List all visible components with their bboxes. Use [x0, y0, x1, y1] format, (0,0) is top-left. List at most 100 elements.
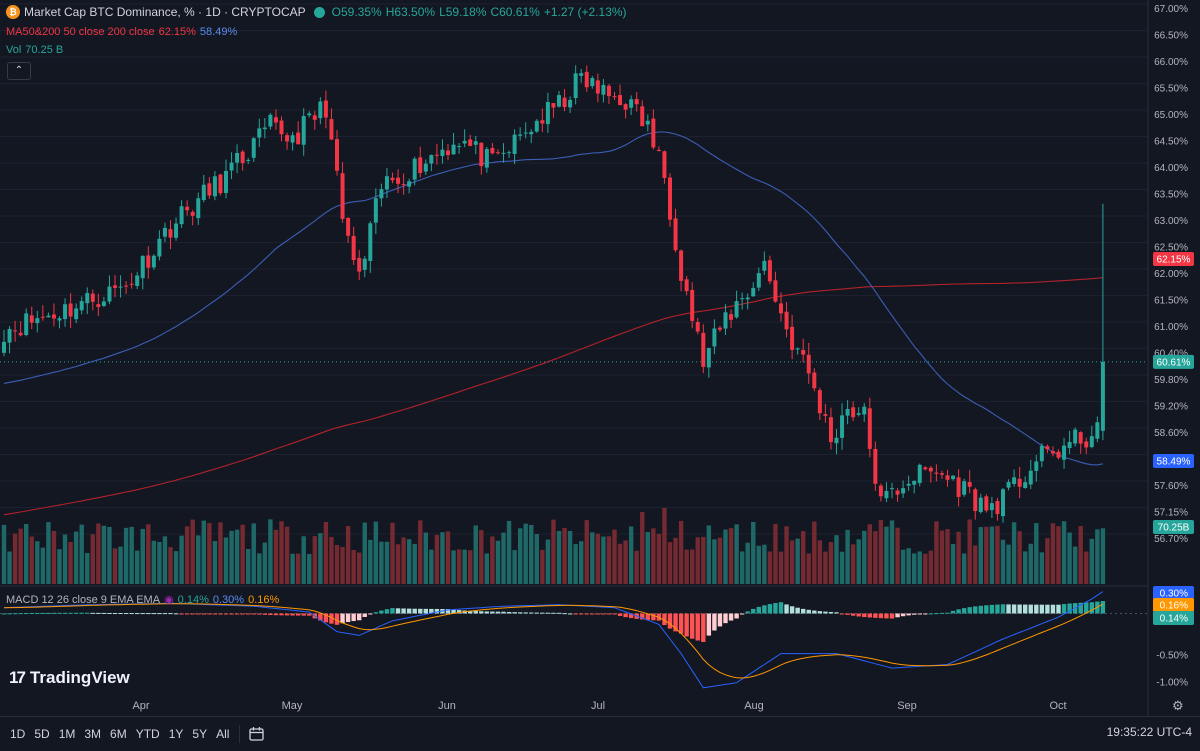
volume-bar	[1056, 526, 1061, 584]
volume-bar	[989, 526, 995, 584]
macd-histogram-bar	[973, 606, 978, 614]
candle-body	[740, 298, 745, 300]
volume-bar	[778, 551, 784, 584]
macd-histogram-bar	[545, 612, 551, 614]
volume-bar	[950, 544, 956, 584]
volume-bar	[85, 553, 90, 584]
visibility-icon[interactable]: ◉	[164, 594, 174, 606]
macd-histogram-bar	[35, 612, 40, 614]
macd-histogram-bar	[284, 613, 290, 616]
candle-body	[479, 142, 484, 167]
timeframe-5d[interactable]: 5D	[34, 727, 50, 741]
volume-bar	[390, 522, 395, 584]
candle-body	[540, 120, 545, 124]
candle-body	[934, 472, 939, 474]
candle-body	[784, 311, 789, 330]
macd-histogram-bar	[556, 612, 562, 614]
macd-histogram-bar	[18, 613, 23, 615]
timeframe-1y[interactable]: 1Y	[168, 727, 184, 741]
macd-histogram-bar	[79, 612, 84, 614]
macd-histogram-bar	[340, 613, 345, 624]
volume-bar	[628, 526, 634, 584]
volume-bar	[401, 537, 406, 584]
volume-bar	[1039, 552, 1045, 584]
volume-bar	[29, 536, 34, 584]
volume-bar	[234, 529, 240, 584]
macd-tick-label: 0.30%	[1160, 589, 1188, 600]
macd-histogram-bar	[201, 613, 206, 615]
macd-legend[interactable]: MACD 12 26 close 9 EMA EMA ◉ 0.14% 0.30%…	[6, 593, 279, 607]
symbol-legend[interactable]: ₿ Market Cap BTC Dominance, % · 1D · CRY…	[6, 5, 627, 19]
candle-body	[1028, 470, 1033, 485]
macd-histogram-bar	[495, 611, 501, 614]
timeframe-5y[interactable]: 5Y	[192, 727, 208, 741]
candle-body	[1006, 482, 1011, 488]
timeframe-3m[interactable]: 3M	[84, 727, 102, 741]
volume-bar	[1078, 525, 1083, 584]
date-range-calendar-icon[interactable]	[248, 726, 266, 742]
macd-histogram-bar	[601, 613, 606, 615]
macd-histogram-bar	[168, 613, 173, 615]
price-chart[interactable]: 67.00% 66.50% 66.00% 65.50% 65.00% 64.50% 64.0…	[0, 0, 1200, 716]
macd-histogram-bar	[839, 613, 845, 615]
macd-histogram-bar	[107, 612, 112, 614]
candle-body	[301, 115, 306, 145]
candle-body	[806, 354, 811, 374]
candle-body	[795, 348, 800, 350]
timeframe-6m[interactable]: 6M	[110, 727, 127, 741]
macd-histogram-bar	[1006, 604, 1011, 614]
candle-body	[551, 103, 556, 108]
candle-body	[684, 279, 689, 292]
macd-histogram-bar	[112, 612, 118, 614]
macd-histogram-bar	[368, 613, 373, 615]
chevron-up-icon[interactable]: ⌃	[7, 62, 31, 80]
macd-histogram-bar	[1028, 604, 1033, 614]
macd-histogram-bar	[1056, 604, 1061, 614]
candle-body	[1100, 361, 1105, 431]
volume-bar	[640, 512, 645, 584]
candle-body	[884, 490, 889, 499]
candle-body	[995, 500, 1000, 515]
candle-body	[96, 304, 101, 307]
volume-bar	[96, 523, 101, 584]
candle-body	[1089, 436, 1094, 448]
timeframe-1d[interactable]: 1D	[10, 727, 26, 741]
candle-body	[1001, 489, 1005, 517]
macd-histogram-bar	[934, 613, 939, 615]
ma-legend[interactable]: MA50&200 50 close 200 close 62.15% 58.49…	[6, 26, 237, 38]
macd-histogram-bar	[451, 609, 456, 614]
candle-body	[812, 372, 817, 389]
candle-body	[224, 171, 228, 193]
volume-bar	[179, 535, 184, 584]
volume-legend[interactable]: Vol 70.25 B	[6, 44, 63, 56]
time-axis: Apr May Jun Jul Aug Sep Oct	[132, 700, 1066, 712]
clock-timezone[interactable]: 19:35:22 UTC-4	[1106, 725, 1192, 739]
volume-bar	[634, 550, 639, 584]
candle-body	[140, 255, 145, 279]
volume-bar	[584, 520, 589, 584]
timeframe-ytd[interactable]: YTD	[135, 727, 160, 741]
volume-bar	[251, 523, 256, 584]
timeframe-1m[interactable]: 1M	[58, 727, 76, 741]
macd-histogram-bar	[645, 613, 650, 620]
macd-histogram-bar	[517, 612, 523, 614]
candle-body	[856, 413, 861, 415]
volume-bar	[201, 520, 206, 584]
volume-bar	[1050, 523, 1056, 584]
volume-bar	[1017, 531, 1022, 584]
macd-histogram-bar	[62, 612, 68, 614]
macd-histogram-bar	[7, 613, 12, 615]
candle-body	[229, 162, 234, 171]
tradingview-logo[interactable]: 17 TradingView	[9, 668, 130, 688]
ma200-price-badge-bg	[1153, 252, 1194, 266]
ma200-line	[3, 276, 1103, 516]
macd-histogram-bar	[162, 613, 168, 615]
macd-histogram-bar	[318, 613, 323, 621]
macd-histogram-bar	[1023, 604, 1028, 614]
macd-axis: 0.30%0.16% 0.14% -0.50% -1.00%	[1153, 586, 1194, 689]
timeframe-all[interactable]: All	[216, 727, 230, 741]
settings-gear-icon[interactable]: ⚙	[1172, 698, 1184, 713]
volume-bar	[512, 550, 517, 584]
macd-histogram-bar	[917, 613, 922, 615]
candle-body	[379, 189, 384, 199]
